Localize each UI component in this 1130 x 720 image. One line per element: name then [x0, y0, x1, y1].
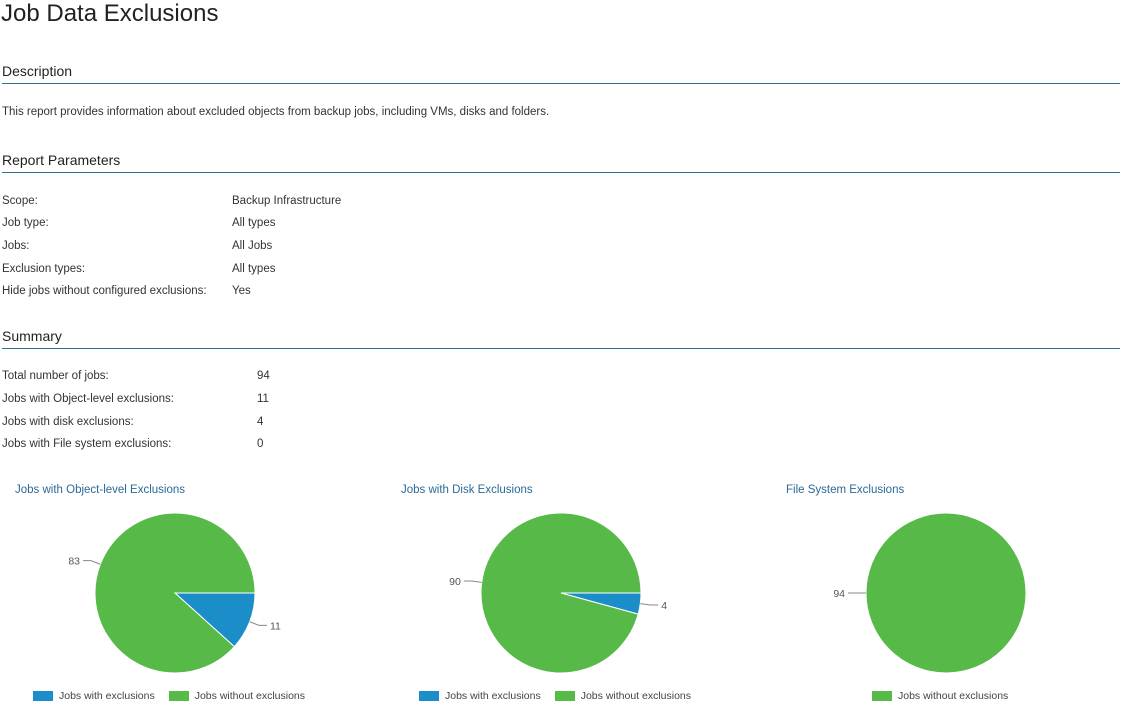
- data-label-jobs-without-exclusions: 83: [68, 556, 80, 568]
- legend-swatch-with-exclusions: [33, 691, 53, 701]
- chart-title-disk: Jobs with Disk Exclusions: [401, 484, 533, 496]
- section-summary-title: Summary: [2, 328, 1120, 349]
- legend-swatch-without-exclusions: [168, 691, 189, 701]
- parameter-label: Scope:: [2, 195, 38, 207]
- legend-item-with-exclusions: Jobs with exclusions: [33, 690, 155, 702]
- summary-value: 0: [257, 438, 264, 450]
- pie-chart-file-system: 94: [833, 512, 1027, 674]
- legend-label: Jobs without exclusions: [580, 690, 692, 702]
- legend-label: Jobs without exclusions: [898, 690, 1009, 702]
- chart-title-file-system: File System Exclusions: [786, 484, 905, 496]
- chart-title-object-level: Jobs with Object-level Exclusions: [15, 484, 186, 496]
- parameter-value: Yes: [232, 285, 251, 297]
- data-label-jobs-with-exclusions: 4: [661, 600, 667, 612]
- data-label-jobs-without-exclusions: 90: [449, 576, 461, 588]
- summary-value: 11: [257, 393, 269, 405]
- page-title: Job Data Exclusions: [1, 0, 219, 27]
- section-parameters-title: Report Parameters: [2, 152, 1120, 173]
- legend-label: Jobs with exclusions: [445, 690, 541, 702]
- legend-item-with-exclusions: Jobs with exclusions: [419, 690, 541, 702]
- leader-line-jobs-with-exclusions: [249, 621, 267, 626]
- legend-object-level: Jobs with exclusions Jobs without exclus…: [33, 689, 319, 703]
- legend-swatch-without-exclusions: [554, 691, 575, 701]
- summary-label: Jobs with File system exclusions:: [2, 438, 172, 450]
- data-label-jobs-with-exclusions: 11: [270, 620, 281, 632]
- summary-label: Total number of jobs:: [2, 370, 109, 382]
- parameter-label: Job type:: [2, 217, 49, 229]
- legend-item-without-exclusions: Jobs without exclusions: [554, 690, 692, 702]
- summary-label: Jobs with disk exclusions:: [2, 416, 134, 428]
- parameter-label: Hide jobs without configured exclusions:: [2, 285, 207, 297]
- summary-value: 4: [257, 416, 264, 428]
- parameter-value: All Jobs: [232, 240, 273, 252]
- legend-swatch-without-exclusions: [872, 691, 892, 701]
- legend-label: Jobs without exclusions: [194, 690, 306, 702]
- pie-chart-disk: 4 90: [449, 512, 667, 674]
- summary-label: Jobs with Object-level exclusions:: [2, 393, 174, 405]
- pie-chart-object-level: 11 83: [68, 512, 281, 674]
- parameter-value: Backup Infrastructure: [232, 195, 342, 207]
- parameter-label: Jobs:: [2, 240, 30, 252]
- section-description-title: Description: [2, 63, 1120, 84]
- legend-file-system: Jobs without exclusions: [872, 689, 1022, 703]
- pie-slice-jobs-without-exclusions: [865, 512, 1027, 674]
- parameter-value: All types: [232, 217, 276, 229]
- legend-item-without-exclusions: Jobs without exclusions: [872, 690, 1008, 702]
- parameter-value: All types: [232, 263, 276, 275]
- leader-line-jobs-without-exclusions: [83, 560, 101, 565]
- leader-line-jobs-with-exclusions: [640, 603, 659, 606]
- legend-label: Jobs with exclusions: [59, 690, 155, 702]
- parameter-label: Exclusion types:: [2, 263, 86, 275]
- legend-swatch-with-exclusions: [419, 691, 439, 701]
- legend-disk: Jobs with exclusions Jobs without exclus…: [419, 689, 705, 703]
- pie-slice-jobs-without-exclusions: [94, 512, 256, 674]
- pie-slice-jobs-without-exclusions: [480, 512, 642, 674]
- description-text: This report provides information about e…: [2, 106, 550, 118]
- legend-item-without-exclusions: Jobs without exclusions: [168, 690, 306, 702]
- summary-value: 94: [257, 370, 270, 382]
- leader-line-jobs-without-exclusions: [463, 580, 482, 583]
- data-label-jobs-without-exclusions: 94: [833, 588, 845, 600]
